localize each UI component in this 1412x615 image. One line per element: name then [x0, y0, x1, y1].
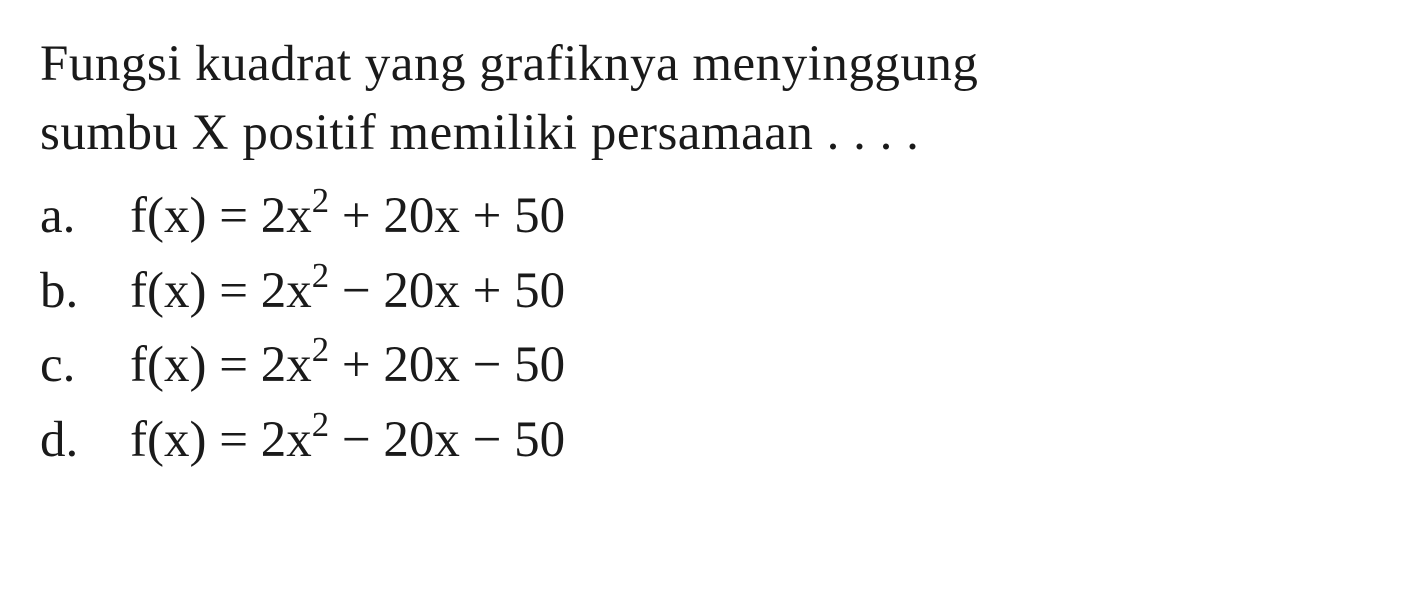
eq-exponent: 2 — [312, 405, 329, 444]
options-list: a. f(x) = 2x2 + 20x + 50 b. f(x) = 2x2 −… — [40, 180, 1372, 475]
eq-prefix: f(x) = 2x — [130, 263, 312, 319]
question-line-2: sumbu X positif memiliki persamaan . . .… — [40, 105, 919, 161]
eq-exponent: 2 — [312, 256, 329, 295]
eq-prefix: f(x) = 2x — [130, 412, 312, 468]
option-c: c. f(x) = 2x2 + 20x − 50 — [40, 329, 1372, 400]
question-stem: Fungsi kuadrat yang grafiknya menyinggun… — [40, 30, 1372, 168]
eq-suffix: − 20x − 50 — [329, 412, 565, 468]
option-equation: f(x) = 2x2 − 20x − 50 — [130, 404, 565, 475]
option-a: a. f(x) = 2x2 + 20x + 50 — [40, 180, 1372, 251]
option-b: b. f(x) = 2x2 − 20x + 50 — [40, 255, 1372, 326]
eq-exponent: 2 — [312, 181, 329, 220]
option-equation: f(x) = 2x2 + 20x + 50 — [130, 180, 565, 251]
eq-suffix: − 20x + 50 — [329, 263, 565, 319]
option-equation: f(x) = 2x2 + 20x − 50 — [130, 329, 565, 400]
eq-suffix: + 20x + 50 — [329, 188, 565, 244]
eq-prefix: f(x) = 2x — [130, 337, 312, 393]
option-d: d. f(x) = 2x2 − 20x − 50 — [40, 404, 1372, 475]
option-letter: c. — [40, 331, 130, 400]
option-letter: b. — [40, 257, 130, 326]
eq-exponent: 2 — [312, 330, 329, 369]
option-equation: f(x) = 2x2 − 20x + 50 — [130, 255, 565, 326]
eq-suffix: + 20x − 50 — [329, 337, 565, 393]
option-letter: a. — [40, 182, 130, 251]
eq-prefix: f(x) = 2x — [130, 188, 312, 244]
question-line-1: Fungsi kuadrat yang grafiknya menyinggun… — [40, 36, 978, 92]
option-letter: d. — [40, 406, 130, 475]
